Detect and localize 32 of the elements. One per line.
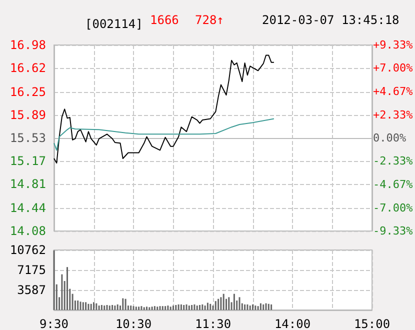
x-tick-label: 9:30 bbox=[40, 317, 68, 330]
y2-tick-label: -9.33% bbox=[373, 224, 414, 238]
y-tick-label: 10762 bbox=[10, 243, 46, 257]
x-tick-label: 11:30 bbox=[194, 317, 232, 330]
y2-tick-label: +2.33% bbox=[373, 108, 414, 122]
y2-tick-label: +4.67% bbox=[373, 84, 414, 98]
x-tick-label: 14:00 bbox=[274, 317, 311, 330]
y2-tick-label: -2.33% bbox=[373, 154, 414, 168]
y-tick-label: 15.89 bbox=[10, 108, 46, 122]
text: 2012-03-07 13:45:18 bbox=[262, 13, 400, 27]
y-tick-label: 14.81 bbox=[10, 177, 46, 192]
y-tick-label: 16.62 bbox=[10, 61, 46, 76]
chart-title: [002114] bbox=[85, 17, 143, 31]
y2-tick-label: +7.00% bbox=[373, 62, 414, 75]
y-tick-label: 7175 bbox=[17, 263, 46, 277]
y2-tick-label: -4.67% bbox=[373, 178, 414, 192]
line-series bbox=[54, 54, 274, 164]
x-tick-label: 10:30 bbox=[115, 317, 152, 330]
y-tick-label: 15.17 bbox=[10, 154, 46, 168]
x-tick-label: 15:00 bbox=[354, 317, 390, 330]
y-tick-label: 16.98 bbox=[10, 38, 46, 52]
y-tick-label: 14.44 bbox=[10, 200, 46, 215]
y-tick-label: 14.08 bbox=[10, 224, 46, 238]
text: 1666 bbox=[150, 13, 179, 27]
line-series bbox=[54, 118, 274, 151]
y2-tick-label: -7.00% bbox=[373, 201, 414, 214]
y-tick-label: 3587 bbox=[17, 283, 46, 297]
y2-tick-label: +9.33% bbox=[373, 38, 414, 52]
y-tick-label: 15.53 bbox=[10, 131, 46, 145]
y2-tick-label: 0.00% bbox=[373, 132, 406, 144]
y-tick-label: 16.25 bbox=[10, 84, 46, 99]
text: 728↑ bbox=[195, 13, 224, 27]
